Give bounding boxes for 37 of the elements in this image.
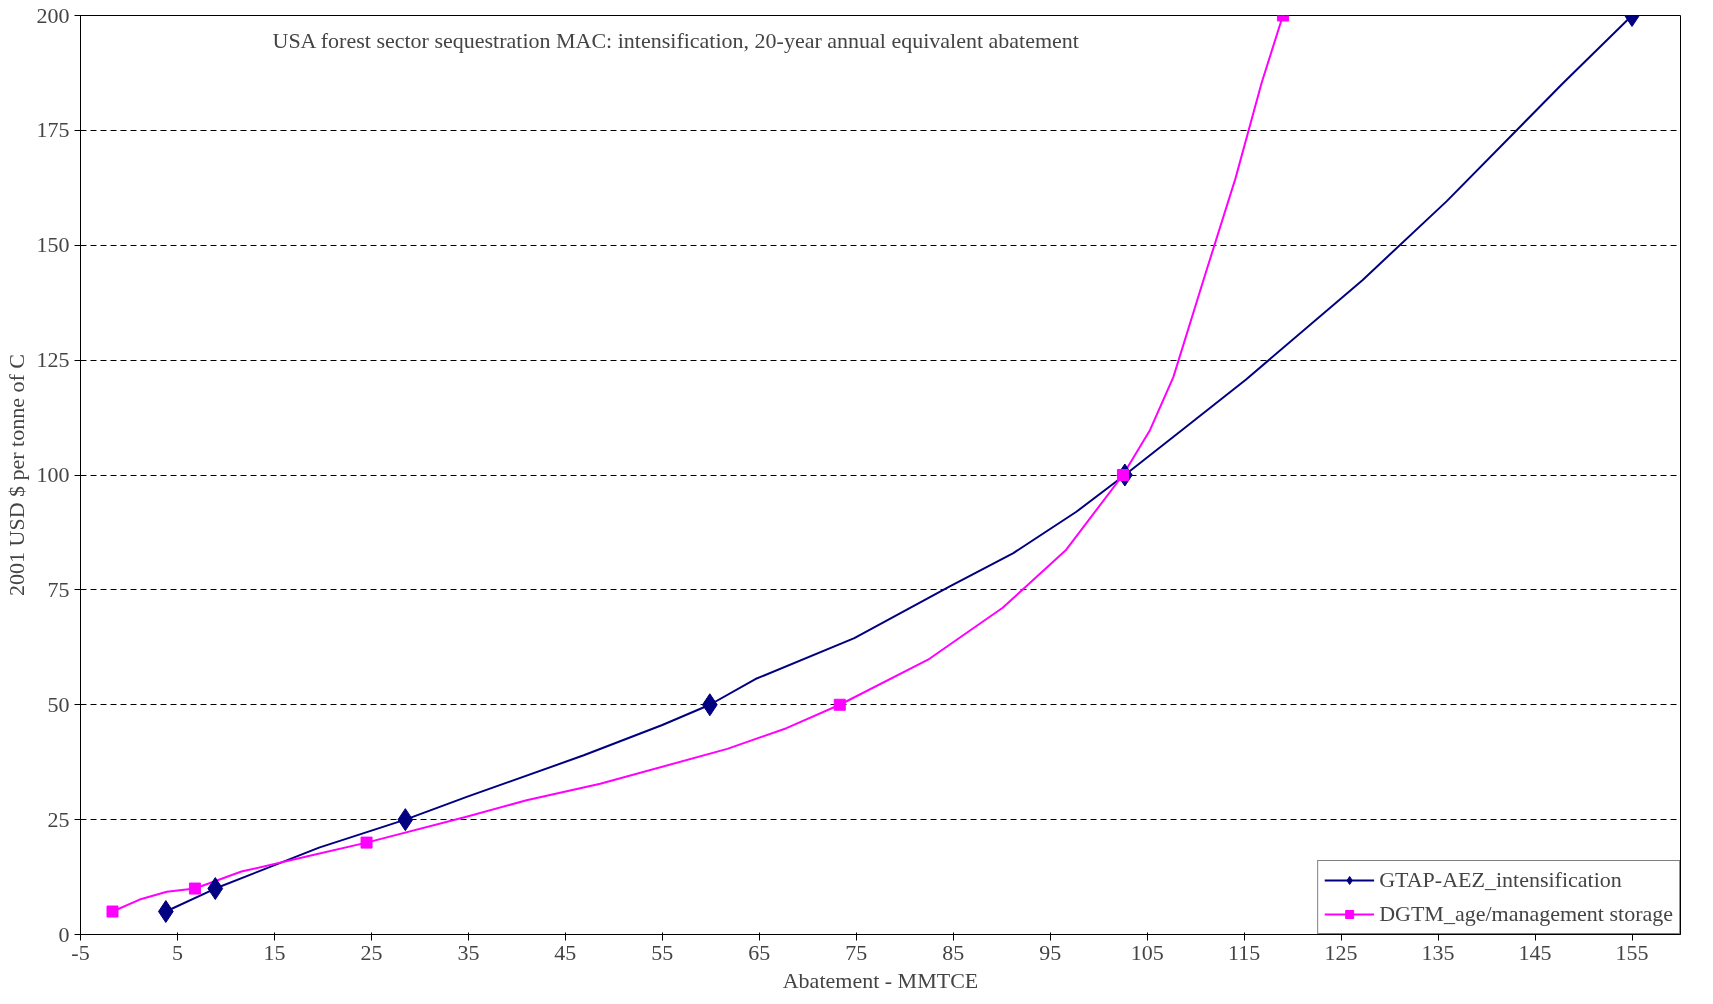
x-tick-label: 45 <box>554 939 577 965</box>
x-tick-label: -5 <box>71 939 90 965</box>
y-tick-label: 175 <box>36 117 70 143</box>
x-tick-label: 85 <box>942 939 965 965</box>
x-tick-label: 125 <box>1324 939 1358 965</box>
point <box>106 905 119 918</box>
point <box>207 877 224 901</box>
point <box>188 882 201 895</box>
x-tick-label: 5 <box>171 939 183 965</box>
x-tick-label: 55 <box>651 939 674 965</box>
y-tick-label: 0 <box>58 921 70 947</box>
x-tick-label: 145 <box>1518 939 1552 965</box>
x-tick-label: 65 <box>748 939 771 965</box>
y-axis-title: 2001 USD $ per tonne of C <box>3 354 29 596</box>
text: USA forest sector sequestration MAC: intensification, 20-year annual equivalent abatement <box>272 27 1079 53</box>
point <box>833 698 846 711</box>
x-tick-label: 35 <box>457 939 480 965</box>
y-tick-label: 50 <box>47 691 70 717</box>
x-tick-label: 155 <box>1615 939 1649 965</box>
legend-label: DGTM_age/management storage <box>1379 901 1673 927</box>
x-tick-label: 25 <box>360 939 383 965</box>
point <box>397 808 414 832</box>
x-tick-label: 115 <box>1228 939 1261 965</box>
y-tick-label: 75 <box>47 576 70 602</box>
y-tick-label: 125 <box>36 347 70 373</box>
x-tick-label: 105 <box>1130 939 1164 965</box>
x-tick-label: 75 <box>845 939 868 965</box>
x-tick-label: 95 <box>1039 939 1062 965</box>
x-tick-label: 135 <box>1421 939 1455 965</box>
point <box>360 836 373 849</box>
y-tick-label: 25 <box>47 806 70 832</box>
y-tick-label: 100 <box>36 462 70 487</box>
legend-label: GTAP-AEZ_intensification <box>1379 867 1622 893</box>
x-tick-label: 15 <box>263 939 286 965</box>
y-tick-label: 150 <box>36 232 70 258</box>
x-axis-title: Abatement - MMTCE <box>782 967 979 993</box>
y-tick-label: 200 <box>36 2 70 28</box>
